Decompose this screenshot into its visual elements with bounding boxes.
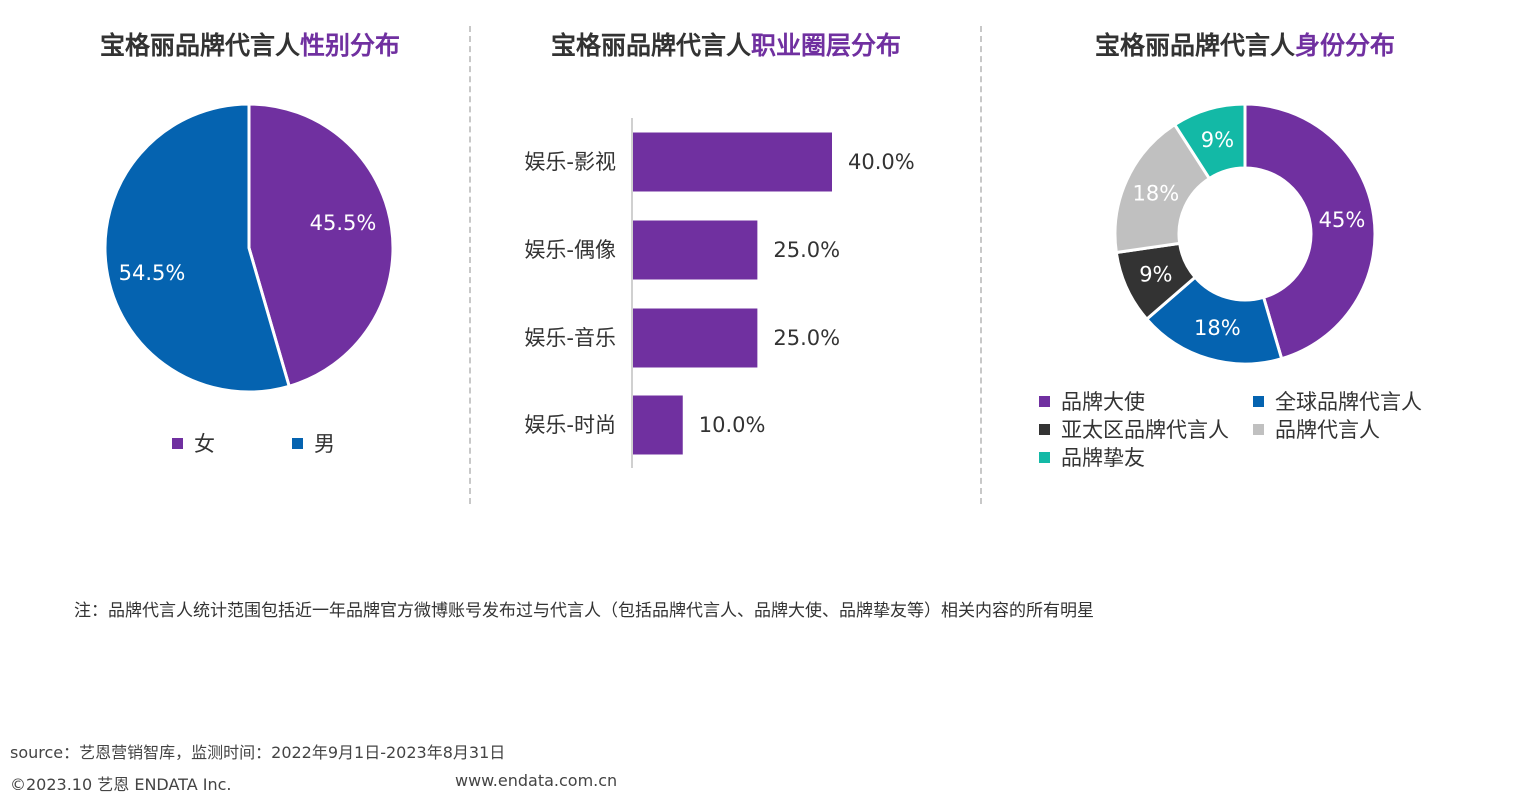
pie-label-female: 45.5% <box>310 211 377 235</box>
career-title-prefix: 宝格丽品牌代言人 <box>550 31 751 60</box>
divider-left <box>469 26 471 504</box>
legend-swatch <box>1253 395 1264 407</box>
divider-right <box>980 26 982 504</box>
gender-title-highlight: 性别分布 <box>300 31 401 60</box>
gender-chart-title: 宝格丽品牌代言人性别分布 <box>40 26 460 66</box>
legend-swatch <box>1039 423 1050 435</box>
bar-category-label: 娱乐-音乐 <box>524 326 616 350</box>
donut-label-global-spokesperson: 18% <box>1194 316 1241 340</box>
pie-slice-female <box>247 102 395 389</box>
gender-title-prefix: 宝格丽品牌代言人 <box>99 31 300 60</box>
identity-legend-item: 品牌代言人 <box>1253 414 1380 444</box>
legend-label: 男 <box>314 432 335 456</box>
donut-slice-brand-ambassador <box>1243 102 1377 361</box>
bar-category-label: 娱乐-影视 <box>524 150 616 174</box>
legend-label: 全球品牌代言人 <box>1275 390 1422 414</box>
legend-swatch <box>1039 395 1050 407</box>
bar-value-label: 25.0% <box>773 238 840 262</box>
bar-category-label: 娱乐-偶像 <box>524 238 616 262</box>
career-chart-title: 宝格丽品牌代言人职业圈层分布 <box>476 26 976 66</box>
bar-value-label: 10.0% <box>699 413 766 437</box>
donut-label-brand-spokesperson: 18% <box>1133 181 1180 205</box>
donut-label-brand-friend: 9% <box>1201 128 1234 152</box>
identity-title-highlight: 身份分布 <box>1295 31 1396 60</box>
career-title-highlight: 职业圈层分布 <box>751 31 902 60</box>
bar-3 <box>633 308 758 368</box>
legend-swatch <box>292 437 303 449</box>
bar-4 <box>633 395 683 455</box>
legend-label: 品牌挚友 <box>1061 446 1145 470</box>
identity-legend-item: 亚太区品牌代言人 <box>1039 414 1229 444</box>
identity-chart-title: 宝格丽品牌代言人身份分布 <box>1030 26 1460 66</box>
gender-legend-item: 女 <box>172 428 215 458</box>
source-line: source：艺恩营销智库，监测时间：2022年9月1日-2023年8月31日 <box>10 743 506 762</box>
pie-slice-male <box>103 102 292 394</box>
bar-value-label: 40.0% <box>848 150 915 174</box>
legend-label: 品牌大使 <box>1061 390 1145 414</box>
bar-1 <box>633 132 832 192</box>
bar-value-label: 25.0% <box>773 326 840 350</box>
gender-legend-item: 男 <box>292 428 335 458</box>
donut-label-brand-ambassador: 45% <box>1319 208 1366 232</box>
legend-swatch <box>1039 451 1050 463</box>
identity-title-prefix: 宝格丽品牌代言人 <box>1094 31 1295 60</box>
bar-2 <box>633 220 758 280</box>
legend-label: 亚太区品牌代言人 <box>1061 418 1229 442</box>
bar-category-label: 娱乐-时尚 <box>524 413 616 437</box>
pie-label-male: 54.5% <box>119 261 186 285</box>
legend-swatch <box>1253 423 1264 435</box>
legend-swatch <box>172 437 183 449</box>
legend-label: 女 <box>194 432 215 456</box>
identity-legend-item: 全球品牌代言人 <box>1253 386 1422 416</box>
copyright-line: ©2023.10 艺恩 ENDATA Inc. <box>10 775 232 794</box>
website-link[interactable]: www.endata.com.cn <box>455 771 618 790</box>
donut-slice-brand-friend <box>1172 102 1247 181</box>
donut-label-apac-spokesperson: 9% <box>1139 263 1172 287</box>
identity-legend-item: 品牌大使 <box>1039 386 1145 416</box>
identity-legend-item: 品牌挚友 <box>1039 442 1145 472</box>
footnote: 注：品牌代言人统计范围包括近一年品牌官方微博账号发布过与代言人（包括品牌代言人、… <box>74 601 1094 621</box>
legend-label: 品牌代言人 <box>1275 418 1380 442</box>
